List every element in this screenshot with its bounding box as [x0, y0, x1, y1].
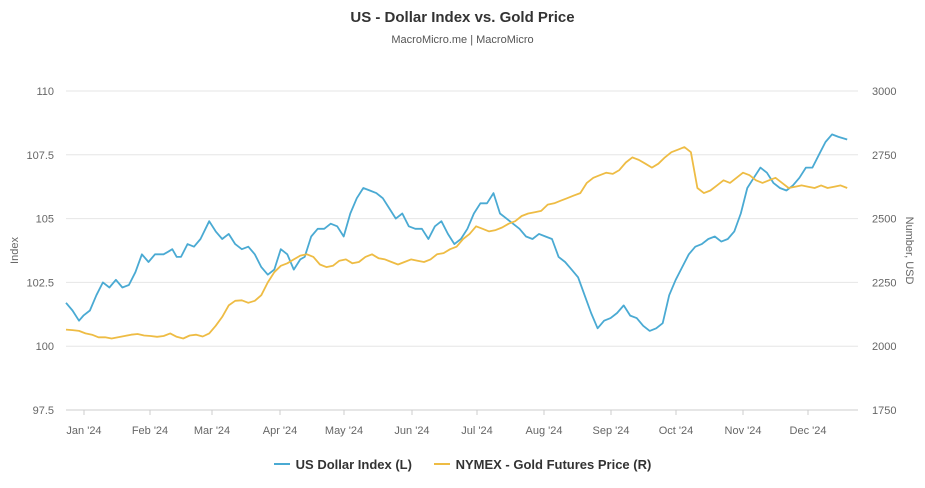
x-tick-label: Mar '24 — [194, 425, 230, 437]
legend-swatch-gold — [433, 463, 450, 465]
y-right-tick-label: 2500 — [872, 214, 896, 226]
legend-item-usd-index[interactable]: US Dollar Index (L) — [273, 456, 412, 472]
series-line-gold — [65, 146, 848, 340]
x-tick-label: Oct '24 — [659, 425, 694, 437]
x-tick-label: Dec '24 — [790, 425, 827, 437]
x-tick-label: Apr '24 — [263, 425, 298, 437]
x-tick-label: Nov '24 — [725, 425, 762, 437]
y-right-tick-label: 2250 — [872, 277, 896, 289]
y-left-tick-label: 107.5 — [26, 150, 54, 162]
x-tick-label: Sep '24 — [593, 425, 630, 437]
x-tick-label: Feb '24 — [132, 425, 168, 437]
y-left-tick-label: 110 — [36, 86, 54, 98]
x-tick-label: Jan '24 — [66, 425, 101, 437]
x-tick-label: Jul '24 — [461, 425, 492, 437]
y-right-tick-label: 3000 — [872, 86, 896, 98]
y-right-axis-title: Number, USD — [903, 217, 915, 285]
legend-swatch-usd-index — [273, 463, 290, 465]
y-left-tick-label: 100 — [36, 341, 54, 353]
y-left-axis-title: Index — [9, 237, 21, 264]
y-right-tick-label: 2750 — [872, 150, 896, 162]
x-tick-label: Jun '24 — [394, 425, 429, 437]
chart-subtitle: MacroMicro.me | MacroMicro — [391, 34, 534, 46]
legend-label-usd-index: US Dollar Index (L) — [295, 456, 412, 472]
y-left-tick-label: 105 — [36, 214, 54, 226]
legend-label-gold: NYMEX - Gold Futures Price (R) — [455, 456, 652, 472]
series-line-usd-index — [65, 133, 848, 332]
y-left-tick-label: 102.5 — [26, 277, 54, 289]
y-left-tick-label: 97.5 — [33, 405, 54, 417]
chart-title: US - Dollar Index vs. Gold Price — [350, 9, 575, 26]
y-right-tick-label: 1750 — [872, 405, 896, 417]
legend-item-gold[interactable]: NYMEX - Gold Futures Price (R) — [433, 456, 652, 472]
y-right-tick-label: 2000 — [872, 341, 896, 353]
legend: US Dollar Index (L) NYMEX - Gold Futures… — [0, 453, 925, 472]
x-tick-label: May '24 — [325, 425, 363, 437]
x-tick-label: Aug '24 — [526, 425, 563, 437]
